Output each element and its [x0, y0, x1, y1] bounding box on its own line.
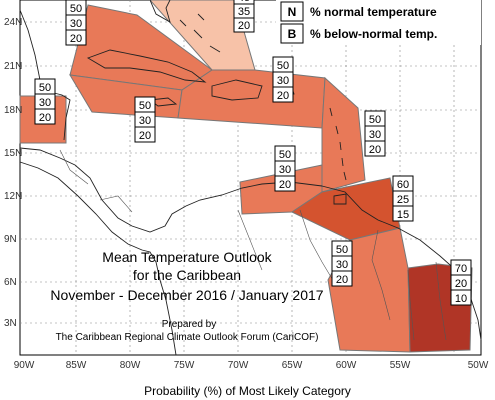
prob-box-hispaniola — [272, 56, 294, 103]
bottom-title: Probability (%) of Most Likely Category — [144, 384, 351, 398]
legend-text-b: % below-normal temp. — [310, 27, 437, 41]
legend: N B % normal temperature % below-normal … — [276, 0, 481, 45]
coast-central-america — [19, 147, 323, 233]
lat-label: 12N — [4, 191, 22, 202]
forecast-regions — [19, 0, 473, 353]
legend-letter-b: B — [288, 27, 297, 41]
lon-label: 90W — [14, 360, 35, 371]
prob-value: 50 — [70, 3, 82, 15]
lat-label: 24N — [4, 17, 22, 28]
prob-value: 15 — [397, 209, 409, 221]
prob-value: 45 — [238, 0, 250, 4]
coast-lesser-antilles — [329, 107, 347, 181]
probability-boxes — [34, 0, 472, 306]
prob-value: 20 — [70, 33, 82, 45]
lon-label: 55W — [390, 360, 411, 371]
title-line-3: November - December 2016 / January 2017 — [50, 287, 323, 303]
prob-value: 50 — [279, 149, 291, 161]
prob-value: 35 — [238, 6, 250, 18]
lat-label: 6N — [4, 277, 17, 288]
coast-bahamas — [179, 13, 221, 53]
prob-box-trinidad — [392, 175, 414, 222]
coast-hispaniola — [211, 79, 263, 101]
prob-value: 50 — [277, 60, 289, 72]
prob-box-eastern-caribbean — [364, 110, 386, 157]
lon-label: 85W — [66, 360, 87, 371]
prob-value: 50 — [139, 100, 151, 112]
legend-key-b — [280, 23, 304, 44]
prob-box-bahamas — [233, 0, 255, 33]
lon-label: 75W — [174, 360, 195, 371]
prob-value: 20 — [139, 130, 151, 142]
prob-value: 30 — [139, 115, 151, 127]
prepared-by: Prepared by — [162, 319, 216, 330]
coast-trinidad — [333, 193, 347, 205]
coast-south-america — [321, 185, 482, 341]
lon-label: 80W — [120, 360, 141, 371]
organization: The Caribbean Regional Climate Outlook F… — [56, 332, 319, 343]
coast-pacific — [19, 161, 177, 356]
prob-value: 20 — [279, 179, 291, 191]
probability-values: 45 35 20 50 30 20 50 30 20 50 30 20 50 3… — [39, 0, 467, 305]
prob-value: 20 — [39, 112, 51, 124]
prob-value: 20 — [455, 278, 467, 290]
prob-value: 60 — [397, 179, 409, 191]
title-block: Mean Temperature Outlook for the Caribbe… — [50, 249, 323, 343]
lon-labels: 90W 85W 80W 75W 70W 65W 60W 55W 50W — [14, 360, 489, 371]
lon-label: 50W — [468, 360, 489, 371]
coast-cuba — [86, 49, 207, 83]
legend-key-n — [280, 1, 304, 22]
prob-value: 20 — [369, 144, 381, 156]
lat-label: 21N — [4, 61, 22, 72]
prob-value: 20 — [277, 90, 289, 102]
prob-box-cuba — [65, 0, 87, 46]
prob-value: 25 — [397, 194, 409, 206]
prob-box-jamaica — [134, 96, 156, 143]
prob-value: 50 — [369, 114, 381, 126]
coastlines — [19, 0, 482, 356]
prob-value: 10 — [455, 293, 467, 305]
region-eastern-caribbean — [321, 76, 366, 193]
prob-box-abc — [274, 145, 296, 192]
prob-value: 20 — [238, 20, 250, 32]
legend-text-n: % normal temperature — [310, 5, 437, 19]
lat-label: 18N — [4, 105, 22, 116]
legend-bg — [276, 0, 481, 45]
prob-value: 70 — [455, 263, 467, 275]
lat-label: 9N — [4, 234, 17, 245]
lon-label: 65W — [282, 360, 303, 371]
prob-value: 30 — [70, 18, 82, 30]
prob-value: 30 — [336, 259, 348, 271]
prob-value: 50 — [336, 244, 348, 256]
prob-value: 30 — [369, 129, 381, 141]
prob-value: 30 — [279, 164, 291, 176]
lat-label: 3N — [4, 318, 17, 329]
prob-box-guyana — [331, 240, 353, 287]
legend-letter-n: N — [288, 5, 297, 19]
lon-label: 60W — [336, 360, 357, 371]
prob-value: 30 — [39, 97, 51, 109]
prob-value: 30 — [277, 75, 289, 87]
coast-florida — [149, 0, 171, 23]
prob-box-belize — [34, 78, 56, 125]
lon-label: 70W — [228, 360, 249, 371]
title-line-2: for the Caribbean — [133, 267, 241, 283]
lat-labels: 24N 21N 18N 15N 12N 9N 6N 3N — [4, 17, 22, 329]
prob-box-suriname — [450, 259, 472, 306]
title-line-1: Mean Temperature Outlook — [102, 249, 272, 265]
prob-value: 20 — [336, 274, 348, 286]
lat-label: 15N — [4, 148, 22, 159]
borders — [59, 149, 447, 341]
prob-value: 50 — [39, 82, 51, 94]
